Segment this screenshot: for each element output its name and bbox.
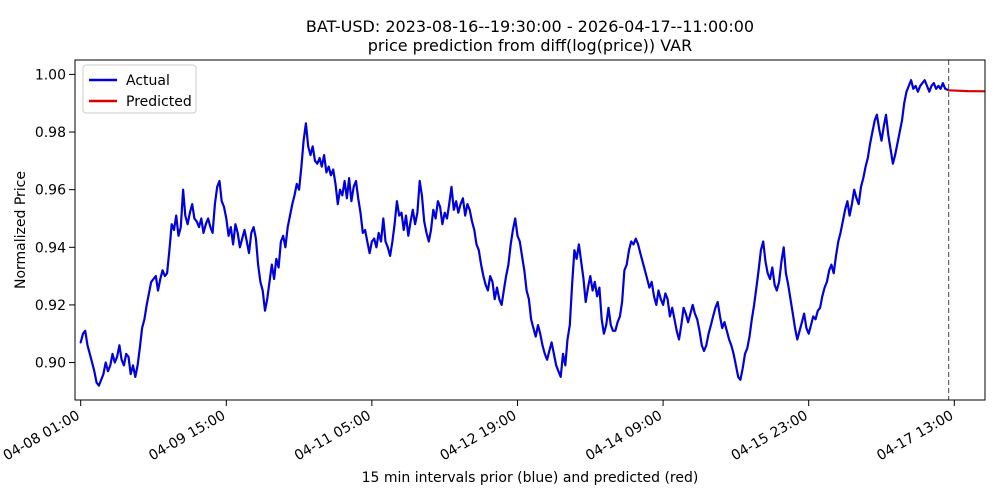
chart-title: BAT-USD: 2023-08-16--19:30:00 - 2026-04-…	[306, 17, 754, 36]
y-tick-label: 0.98	[35, 125, 66, 141]
y-tick-label: 0.90	[35, 356, 66, 372]
axes-frame	[74, 59, 986, 401]
y-tick-label: 0.96	[35, 183, 66, 199]
series-line-actual	[79, 79, 950, 387]
y-tick-label: 0.92	[35, 298, 66, 314]
y-tick-label: 0.94	[35, 240, 66, 256]
x-axis-label: 15 min intervals prior (blue) and predic…	[362, 470, 699, 486]
series-line-predicted	[947, 89, 985, 93]
y-axis-label: Normalized Price	[13, 171, 29, 289]
legend-label-actual: Actual	[126, 73, 170, 89]
y-tick-label: 1.00	[35, 67, 66, 83]
legend: Actual Predicted	[82, 64, 197, 114]
chart-subtitle: price prediction from diff(log(price)) V…	[368, 36, 692, 55]
legend-label-predicted: Predicted	[126, 94, 192, 110]
